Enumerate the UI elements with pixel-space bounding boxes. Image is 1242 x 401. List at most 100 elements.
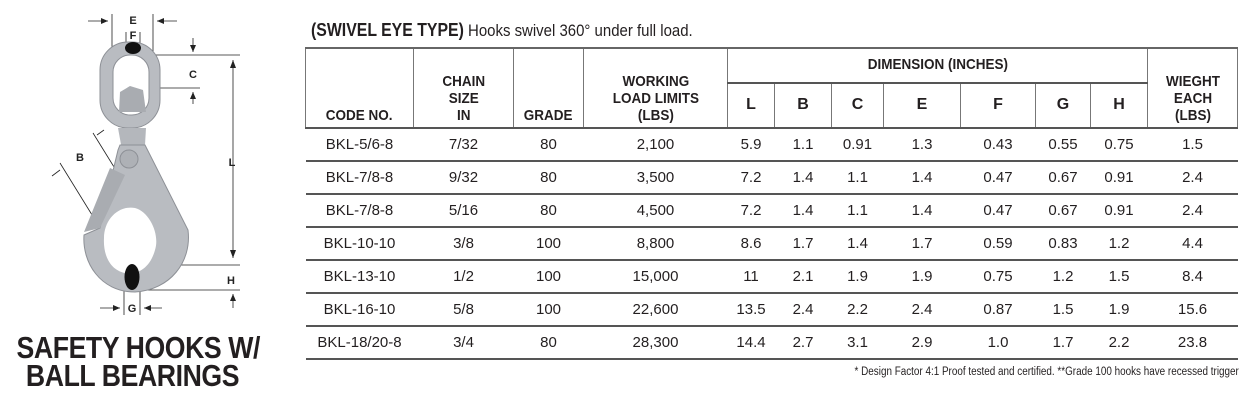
cell-dim-f: 0.43	[960, 128, 1036, 162]
swivel-hook-diagram: E F C B L H G	[51, 14, 240, 315]
cell-chain-size: 7/32	[413, 128, 514, 162]
cell-dim-c: 1.4	[831, 227, 884, 261]
cell-working-load: 8,800	[583, 227, 728, 261]
header-grade: GRADE	[513, 47, 584, 129]
table-row: BKL-18/20-8 3/4 80 28,300 14.4 2.7 3.1 2.9 1.0 1.…	[305, 326, 1238, 360]
cell-dim-e: 1.9	[883, 260, 961, 294]
cell-weight: 2.4	[1147, 194, 1238, 228]
cell-dim-c: 3.1	[831, 326, 884, 360]
label-l: L	[229, 157, 236, 169]
table-row: BKL-5/6-8 7/32 80 2,100 5.9 1.1 0.91 1.3 0.43 0.5…	[305, 128, 1238, 162]
product-title-line2: BALL BEARINGS	[25, 358, 240, 393]
cell-dim-c: 1.9	[831, 260, 884, 294]
cell-dim-b: 2.1	[774, 260, 832, 294]
cell-dim-l: 13.5	[727, 293, 775, 327]
cell-dim-h: 0.91	[1090, 194, 1148, 228]
cell-chain-size: 1/2	[413, 260, 514, 294]
cell-dim-f: 0.47	[960, 194, 1036, 228]
cell-dim-c: 1.1	[831, 161, 884, 195]
header-chain-size: CHAIN SIZE IN	[413, 47, 514, 129]
table-body: BKL-5/6-8 7/32 80 2,100 5.9 1.1 0.91 1.3 0.43 0.5…	[305, 128, 1238, 360]
header-dim-h: H	[1090, 83, 1148, 129]
cell-dim-h: 1.9	[1090, 293, 1148, 327]
cell-dim-b: 1.4	[774, 194, 832, 228]
cell-dim-c: 0.91	[831, 128, 884, 162]
cell-code: BKL-10-10	[305, 227, 414, 261]
header-dim-e: E	[883, 83, 961, 129]
cell-dim-g: 1.5	[1035, 293, 1091, 327]
cell-dim-f: 1.0	[960, 326, 1036, 360]
cell-dim-b: 1.1	[774, 128, 832, 162]
cell-dim-e: 1.4	[883, 161, 961, 195]
header-dim-l: L	[727, 83, 775, 129]
cell-weight: 8.4	[1147, 260, 1238, 294]
cell-code: BKL-16-10	[305, 293, 414, 327]
top-ball-bearing-mark	[125, 42, 141, 54]
cell-dim-h: 1.2	[1090, 227, 1148, 261]
cell-grade: 80	[513, 128, 584, 162]
header-row: CODE NO. CHAIN SIZE IN GRADE WORKING LOAD L…	[305, 47, 1238, 129]
cell-code: BKL-7/8-8	[305, 161, 414, 195]
heading-type: (SWIVEL EYE TYPE)	[311, 20, 464, 40]
cell-dim-g: 1.7	[1035, 326, 1091, 360]
cell-grade: 80	[513, 161, 584, 195]
cell-dim-f: 0.75	[960, 260, 1036, 294]
cell-dim-g: 0.67	[1035, 194, 1091, 228]
cell-dim-b: 1.4	[774, 161, 832, 195]
cell-working-load: 4,500	[583, 194, 728, 228]
table-row: BKL-16-10 5/8 100 22,600 13.5 2.4 2.2 2.4 0.87 1.…	[305, 293, 1238, 327]
cell-dim-l: 7.2	[727, 161, 775, 195]
cell-weight: 23.8	[1147, 326, 1238, 360]
cell-grade: 100	[513, 260, 584, 294]
cell-grade: 100	[513, 227, 584, 261]
cell-dim-e: 1.3	[883, 128, 961, 162]
cell-dim-e: 1.4	[883, 194, 961, 228]
cell-chain-size: 5/16	[413, 194, 514, 228]
heading-description: Hooks swivel 360° under full load.	[463, 21, 693, 40]
cell-dim-f: 0.47	[960, 161, 1036, 195]
cell-working-load: 2,100	[583, 128, 728, 162]
cell-chain-size: 9/32	[413, 161, 514, 195]
cell-weight: 1.5	[1147, 128, 1238, 162]
header-dim-f: F	[960, 83, 1036, 129]
header-weight: WIEGHT EACH (LBS)	[1147, 47, 1238, 129]
cell-dim-c: 1.1	[831, 194, 884, 228]
product-title-line1: SAFETY HOOKS W/	[16, 330, 261, 365]
table-row: BKL-10-10 3/8 100 8,800 8.6 1.7 1.4 1.7 0.59 0.83…	[305, 227, 1238, 261]
cell-working-load: 15,000	[583, 260, 728, 294]
cell-dim-h: 1.5	[1090, 260, 1148, 294]
cell-dim-b: 1.7	[774, 227, 832, 261]
cell-dim-g: 1.2	[1035, 260, 1091, 294]
cell-dim-e: 1.7	[883, 227, 961, 261]
label-e: E	[129, 15, 136, 27]
header-dimension: DIMENSION (INCHES)	[727, 47, 1148, 84]
cell-chain-size: 5/8	[413, 293, 514, 327]
cell-dim-h: 0.91	[1090, 161, 1148, 195]
cell-dim-l: 7.2	[727, 194, 775, 228]
cell-dim-e: 2.4	[883, 293, 961, 327]
cell-dim-b: 2.4	[774, 293, 832, 327]
cell-code: BKL-7/8-8	[305, 194, 414, 228]
cell-code: BKL-5/6-8	[305, 128, 414, 162]
cell-dim-f: 0.59	[960, 227, 1036, 261]
table-heading: (SWIVEL EYE TYPE) Hooks swivel 360° unde…	[311, 20, 693, 41]
cell-dim-b: 2.7	[774, 326, 832, 360]
cell-chain-size: 3/8	[413, 227, 514, 261]
cell-code: BKL-13-10	[305, 260, 414, 294]
cell-working-load: 3,500	[583, 161, 728, 195]
label-g: G	[128, 303, 137, 315]
header-dim-c: C	[831, 83, 884, 129]
label-b: B	[76, 152, 84, 164]
header-working-load-limits: WORKING LOAD LIMITS (LBS)	[583, 47, 728, 129]
cell-dim-c: 2.2	[831, 293, 884, 327]
cell-dim-l: 5.9	[727, 128, 775, 162]
cell-weight: 4.4	[1147, 227, 1238, 261]
cell-grade: 80	[513, 326, 584, 360]
specifications-table: CODE NO. CHAIN SIZE IN GRADE WORKING LOAD L…	[305, 47, 1238, 360]
cell-dim-h: 2.2	[1090, 326, 1148, 360]
cell-dim-g: 0.55	[1035, 128, 1091, 162]
cell-dim-e: 2.9	[883, 326, 961, 360]
footnote: * Design Factor 4:1 Proof tested and cer…	[854, 366, 1239, 378]
label-c: C	[189, 69, 197, 81]
